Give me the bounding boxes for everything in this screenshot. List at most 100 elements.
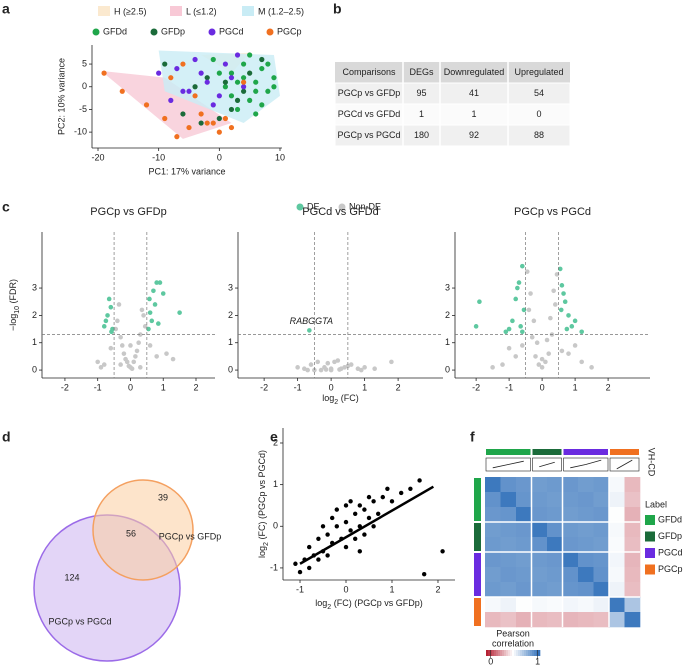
heatmap-cell (500, 537, 517, 553)
y-axis-label-part: (FDR) (8, 279, 18, 306)
heatmap-cell (624, 522, 641, 538)
track-line (492, 460, 524, 469)
point (520, 329, 525, 335)
y-axis-label-sub: 10 (14, 306, 21, 314)
heatmap-cell (578, 612, 594, 628)
y-axis-label: PC2: 10% variance (56, 58, 66, 135)
point (121, 351, 127, 356)
heatmap-cell (609, 492, 625, 508)
heatmap-cell (485, 582, 501, 598)
group-bar-side (474, 523, 481, 551)
point (297, 569, 303, 575)
colorbar-step (502, 650, 505, 656)
x-tick-label: 1 (389, 584, 394, 594)
heatmap-cell (609, 597, 625, 613)
colorbar-step (492, 650, 495, 656)
point (240, 84, 247, 90)
colorbar-step (520, 650, 523, 656)
point (216, 115, 222, 122)
colorbar-step (514, 650, 517, 656)
heatmap-cell (531, 522, 548, 538)
point (316, 557, 321, 562)
heatmap-cell (624, 552, 641, 568)
heatmap-cell (485, 522, 501, 538)
point (531, 318, 537, 324)
y-tick-label: 2 (32, 310, 37, 320)
table-cell: 1 (471, 109, 476, 119)
heatmap-cell (624, 477, 641, 493)
track-box (532, 457, 562, 472)
point (253, 79, 259, 85)
point (222, 115, 229, 122)
venn-count: 56 (126, 528, 136, 538)
group-bar-top (563, 449, 608, 455)
y-tick-label: 5 (82, 58, 87, 68)
table-header-bg (335, 62, 570, 83)
heatmap-cell (562, 537, 579, 553)
table-cell: 92 (469, 130, 479, 140)
point (589, 365, 594, 370)
heatmap-cell (516, 612, 532, 628)
heatmap-cell (516, 507, 532, 523)
heatmap-cell (485, 552, 501, 568)
legend-label: L (≤1.2) (186, 6, 217, 16)
y-axis-label-part: −log (8, 314, 18, 331)
table-header: Comparisons (342, 67, 396, 77)
point (142, 324, 148, 329)
point (240, 79, 247, 85)
point (198, 70, 204, 76)
group-bar-top (486, 449, 531, 455)
colorbar-step (508, 650, 511, 656)
point (348, 499, 353, 504)
point (180, 88, 186, 94)
x-tick-label: -1 (296, 584, 304, 594)
y-axis-label-part: log (257, 546, 267, 558)
heatmap-cell (485, 567, 501, 583)
heatmap-cell (562, 612, 579, 628)
point (162, 115, 168, 122)
colorbar-step (486, 650, 489, 656)
colorbar-title: correlation (492, 638, 534, 648)
legend-label: GFDd (658, 514, 682, 524)
point (534, 340, 540, 346)
heatmap-cell (531, 552, 548, 568)
point (366, 494, 372, 500)
point (154, 354, 159, 359)
point (222, 79, 229, 85)
point (247, 97, 253, 103)
y-axis-label: −log10 (FDR) (8, 279, 21, 331)
venn-count: 39 (158, 492, 168, 502)
point (174, 134, 180, 140)
point (477, 299, 482, 305)
gene-annotation: RABGGTA (290, 316, 333, 326)
point (198, 120, 204, 126)
heatmap-cell (562, 582, 579, 598)
heatmap-cell (578, 477, 594, 493)
point (506, 345, 512, 351)
heatmap-cell (516, 537, 532, 553)
point (417, 478, 422, 483)
group-bar-top (610, 449, 639, 455)
y-tick-label: 1 (32, 337, 37, 347)
point (334, 507, 340, 512)
table-cell: 54 (534, 88, 544, 98)
point (113, 326, 119, 332)
point (210, 120, 216, 126)
point (518, 324, 523, 329)
point (305, 367, 310, 373)
point (528, 291, 533, 296)
point (579, 329, 585, 335)
point (536, 362, 542, 367)
point (325, 360, 331, 366)
x-tick-label: 0 (217, 152, 222, 162)
point (295, 365, 300, 370)
heatmap-cell (516, 552, 532, 568)
point (192, 84, 198, 90)
point (247, 70, 253, 76)
table-header: Downregulated (444, 67, 505, 77)
x-tick-label: -20 (91, 152, 104, 162)
point (572, 343, 578, 348)
legend-label: PGCp (658, 564, 683, 574)
x-tick-label: -2 (61, 382, 69, 392)
colorbar-step (506, 650, 509, 656)
